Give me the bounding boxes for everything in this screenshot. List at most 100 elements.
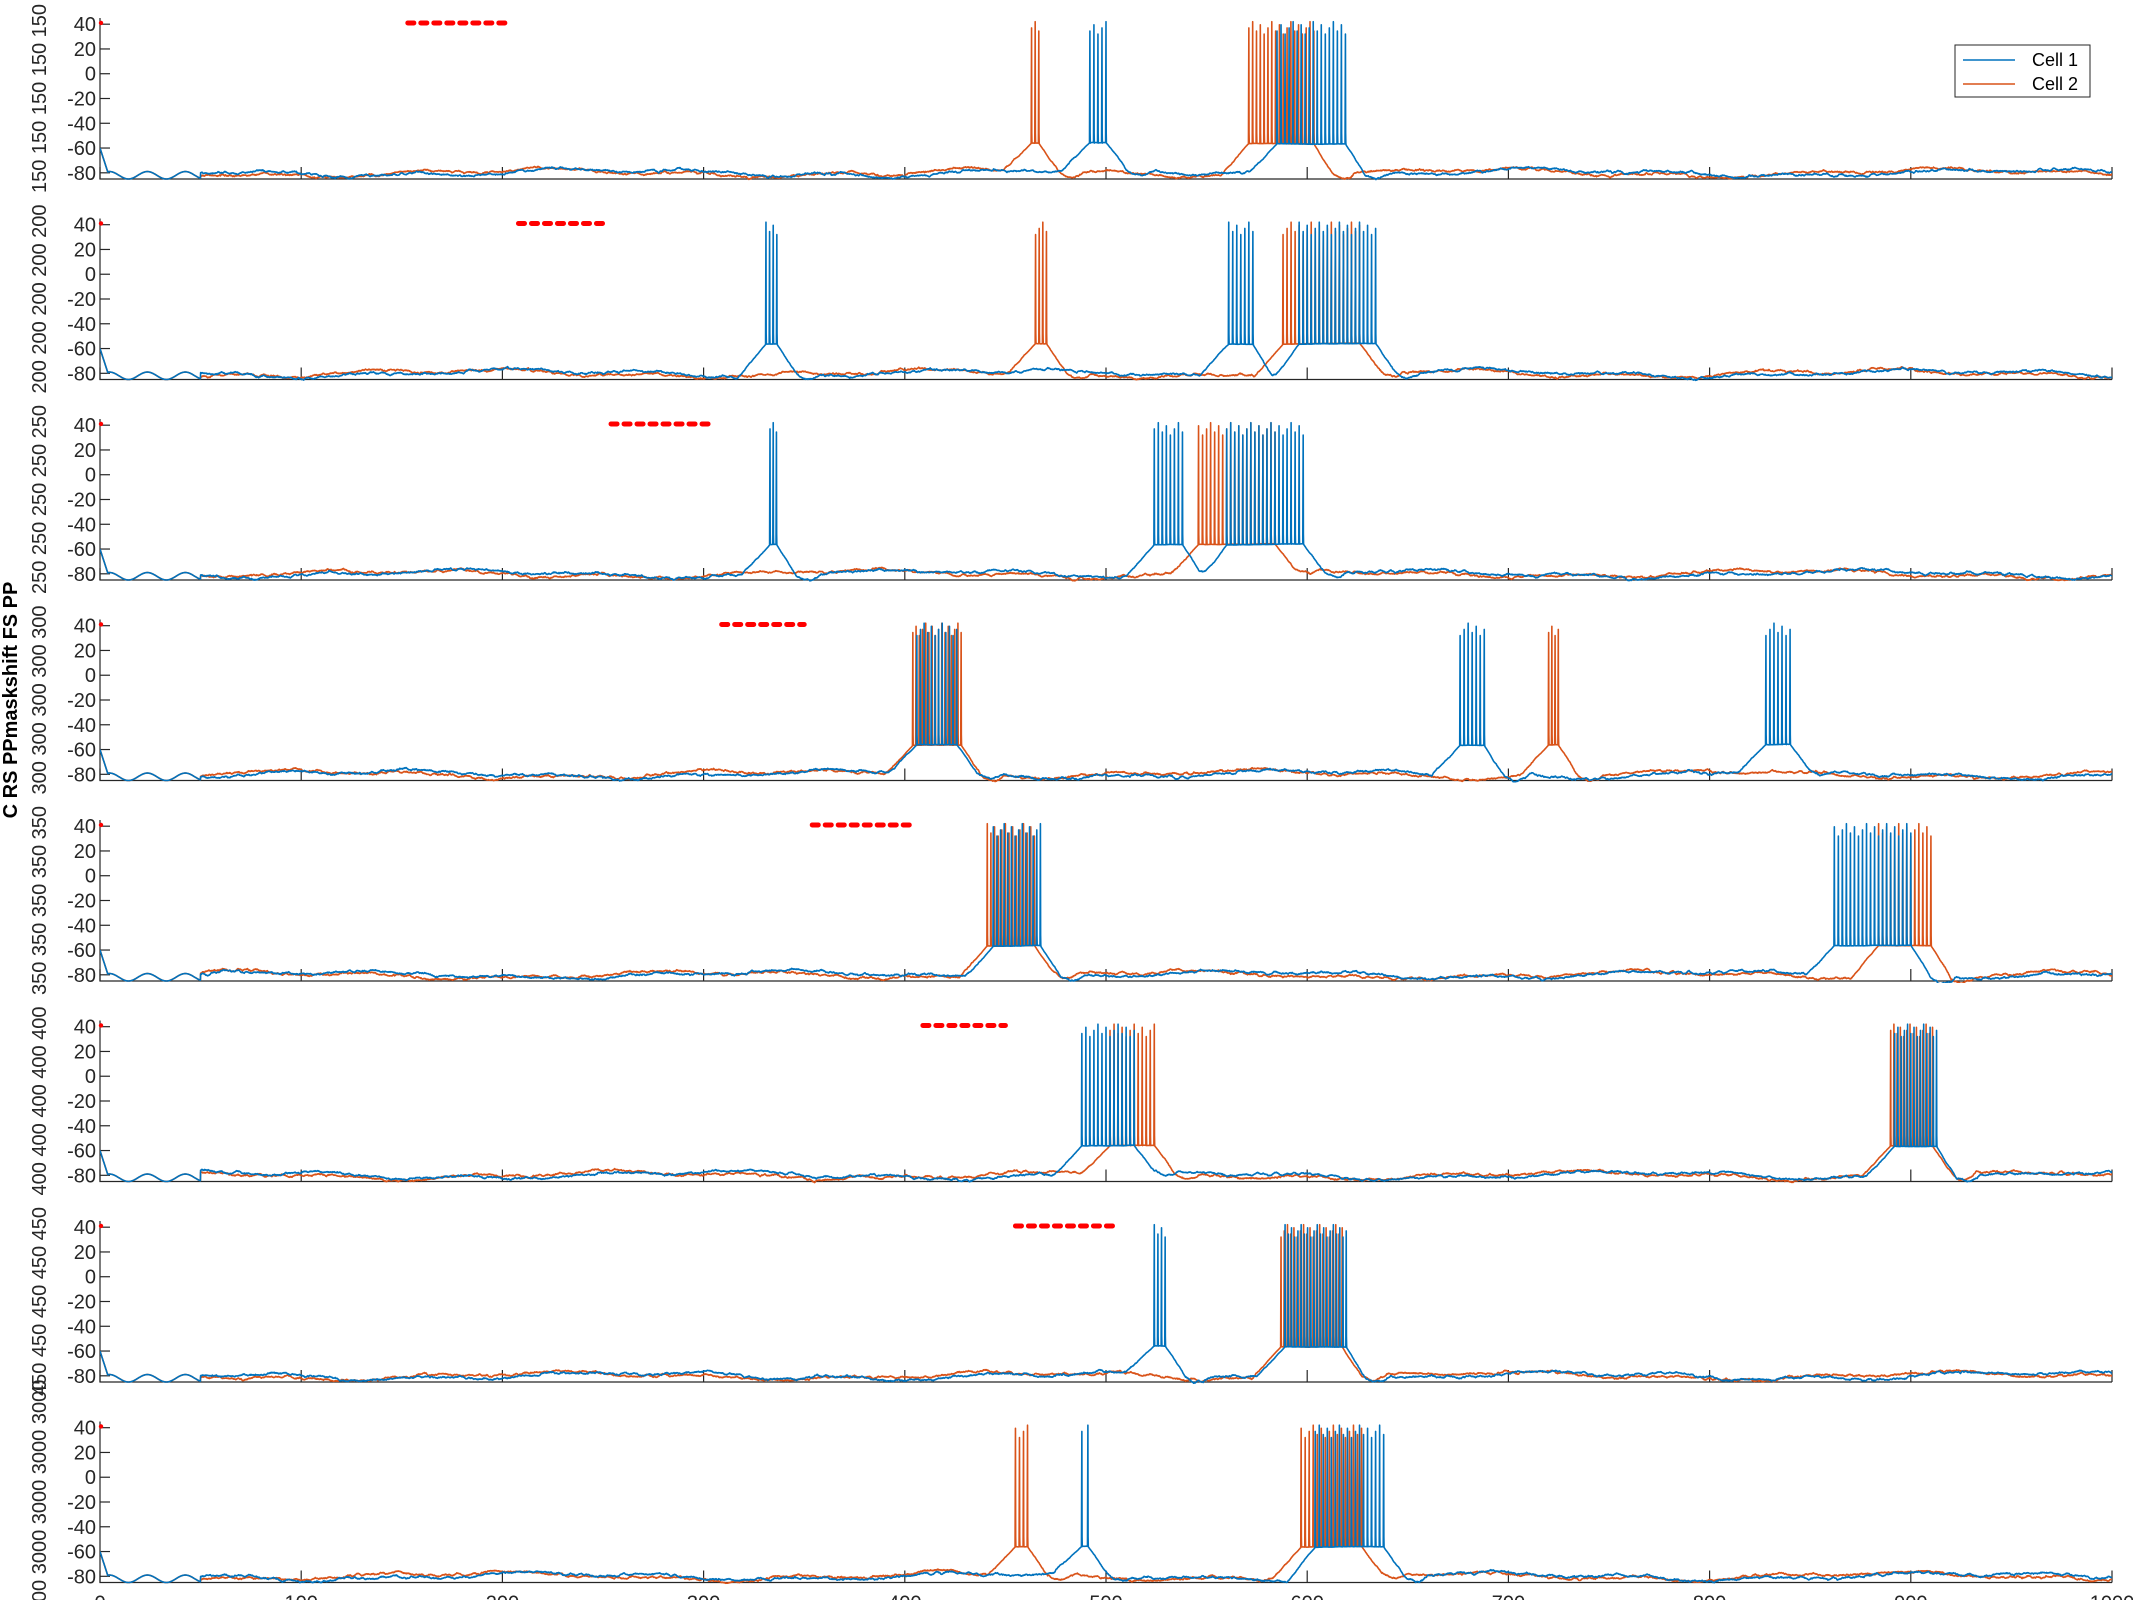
x-tick-label: 500 <box>1089 1593 1122 1600</box>
y-tick-label: 0 <box>85 264 96 286</box>
y-tick-label: 0 <box>85 1267 96 1289</box>
subplot-axes <box>99 1221 2112 1383</box>
y-tick-label: 20 <box>74 640 96 662</box>
cell-1-trace <box>100 1424 2112 1584</box>
cell-1-trace <box>100 622 2112 783</box>
y-tick-label: 40 <box>74 1017 96 1039</box>
y-tick-label: -80 <box>67 764 96 786</box>
subplot-3: 40 20 0 -20-40 -60 -80 250 250 250 250 250 <box>29 405 2113 594</box>
subplot-axes <box>99 419 2112 581</box>
start-marker <box>98 421 104 427</box>
cell-2-trace <box>100 622 2112 783</box>
x-tick-label: 800 <box>1693 1593 1726 1600</box>
y-tick-label: 0 <box>85 665 96 687</box>
subplot-1: 40 20 0 -20-40 -60 -80 150 150 150 150 150 <box>29 4 2113 193</box>
subplot-row-label: 200 200 200 200 200 <box>29 204 51 393</box>
subplot-axes <box>99 619 2112 782</box>
y-tick-label: -80 <box>67 1366 96 1388</box>
subplot-row-label: 150 150 150 150 150 <box>29 4 51 193</box>
cell-1-trace <box>100 822 2112 983</box>
y-tick-label: 0 <box>85 1066 96 1088</box>
cell-1-trace <box>100 421 2112 582</box>
y-tick-label: -40 <box>67 514 96 536</box>
x-tick-label: 600 <box>1291 1593 1324 1600</box>
start-marker <box>98 221 104 226</box>
y-tick-label: -80 <box>67 163 96 185</box>
y-tick-label: -40 <box>67 715 96 737</box>
super-y-axis-label: C RS PPmaskshift FS PP <box>0 582 22 819</box>
y-tick-label: -20 <box>67 89 96 111</box>
x-tick-label: 900 <box>1894 1593 1927 1600</box>
y-tick-label: 40 <box>74 1418 96 1440</box>
y-tick-label: -40 <box>67 1517 96 1539</box>
y-tick-label: 0 <box>85 465 96 487</box>
y-tick-label: 20 <box>74 440 96 462</box>
y-tick-label: -20 <box>67 1292 96 1314</box>
x-tick-label: 100 <box>285 1593 318 1600</box>
y-tick-label: 20 <box>74 841 96 863</box>
y-tick-label: -80 <box>67 564 96 586</box>
subplot-7: 40 20 0 -20-40 -60 -80 450 450 450 450 450 <box>29 1207 2113 1396</box>
y-tick-label: -60 <box>67 138 96 160</box>
subplot-axes <box>99 820 2112 982</box>
y-tick-label: -80 <box>67 965 96 987</box>
y-tick-label: 40 <box>74 816 96 838</box>
y-tick-label: 40 <box>74 14 96 36</box>
x-tick-label: 300 <box>687 1593 720 1600</box>
legend-box <box>1954 44 2091 98</box>
subplot-5: 40 20 0 -20-40 -60 -80 350 350 350 350 350 <box>29 806 2113 995</box>
start-marker <box>98 1023 104 1028</box>
start-marker <box>98 1424 104 1429</box>
y-tick-label: 20 <box>74 1041 96 1063</box>
y-tick-label: -20 <box>67 891 96 913</box>
start-marker <box>98 1223 104 1229</box>
subplot-row-label: 400 400 400 400 400 <box>29 1006 51 1195</box>
y-tick-label: -60 <box>67 940 96 962</box>
y-tick-label: -20 <box>67 1492 96 1514</box>
y-tick-label: -60 <box>67 1341 96 1363</box>
cell-2-trace <box>100 1223 2112 1384</box>
x-tick-label: 1000 <box>2090 1593 2133 1600</box>
cell-2-trace <box>100 1424 2112 1585</box>
cell-1-trace <box>100 221 2112 382</box>
subplot-axes <box>99 1421 2112 1584</box>
y-tick-label: 40 <box>74 1217 96 1239</box>
x-tick-label: 200 <box>486 1593 519 1600</box>
cell-2-trace <box>100 20 2112 181</box>
y-tick-label: -40 <box>67 113 96 135</box>
y-tick-label: -60 <box>67 539 96 561</box>
y-tick-label: -60 <box>67 1542 96 1564</box>
subplot-row-label: 350 350 350 350 350 <box>29 806 51 995</box>
x-tick-label: 400 <box>888 1593 921 1600</box>
start-marker <box>98 622 104 627</box>
y-tick-label: 0 <box>85 1467 96 1489</box>
subplot-axes <box>99 218 2112 381</box>
legend-entry: Cell 2 <box>2032 74 2078 94</box>
y-tick-label: -20 <box>67 490 96 512</box>
y-tick-label: 40 <box>74 215 96 237</box>
x-axis-tick-labels: 0 100 200 300 400 500 600 700 800 900 1000 <box>94 1593 2133 1600</box>
y-tick-label: -80 <box>67 1566 96 1588</box>
y-tick-label: -20 <box>67 289 96 311</box>
cell-1-trace <box>100 1023 2112 1183</box>
y-tick-label: -80 <box>67 363 96 385</box>
y-tick-label: 20 <box>74 39 96 61</box>
subplot-row-label: 250 250 250 250 250 <box>29 405 51 594</box>
y-tick-label: 0 <box>85 64 96 86</box>
cell-2-trace <box>100 822 2112 983</box>
cell-2-trace <box>100 221 2112 381</box>
cell-2-trace <box>100 421 2112 582</box>
start-marker <box>98 20 104 26</box>
subplot-row-label: 450 450 450 450 450 <box>29 1207 51 1396</box>
y-tick-label: -40 <box>67 314 96 336</box>
y-tick-label: 20 <box>74 1442 96 1464</box>
start-marker <box>98 822 104 828</box>
y-tick-label: -40 <box>67 1316 96 1338</box>
y-tick-label: -60 <box>67 1141 96 1163</box>
